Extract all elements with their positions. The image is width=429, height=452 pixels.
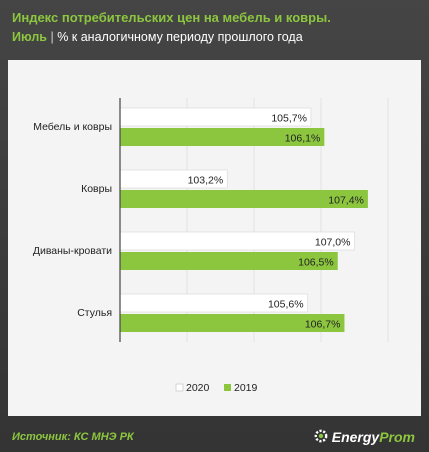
data-label: 107,4% — [328, 195, 364, 207]
bar-2019 — [120, 314, 345, 332]
subtitle-unit: % к аналогичному периоду прошлого года — [57, 30, 303, 44]
gear-icon — [314, 429, 328, 443]
category-label: Мебель и ковры — [33, 121, 112, 133]
bar-chart: Мебель и ковры 105,7% 106,1% Ковры 103,2% 107… — [33, 98, 389, 394]
data-label: 105,7% — [271, 113, 307, 125]
data-label: 106,7% — [305, 319, 341, 331]
chart-title: Индекс потребительских цен на мебель и к… — [12, 10, 331, 25]
brand-logo: EnergyProm — [313, 428, 415, 445]
data-label: 106,5% — [298, 257, 334, 269]
category-label: Стулья — [77, 307, 112, 319]
legend-swatch-2019 — [224, 384, 231, 391]
brand-name-part2: Prom — [379, 429, 415, 445]
source-note: Источник: КС МНЭ РК — [12, 431, 134, 443]
chart-subtitle: Июль | % к аналогичному периоду прошлого… — [12, 30, 303, 44]
legend-label: 2020 — [186, 382, 210, 394]
legend-swatch-2020 — [175, 383, 184, 392]
chart-panel: Мебель и ковры 105,7% 106,1% Ковры 103,2% 107… — [8, 60, 421, 416]
data-label: 106,1% — [285, 133, 321, 145]
footer: Источник: КС МНЭ РК EnergyProm — [0, 420, 429, 452]
bar-2019 — [120, 252, 338, 270]
bar-2019 — [120, 190, 368, 208]
brand-name-part1: Energy — [331, 429, 380, 445]
subtitle-separator: | — [50, 30, 54, 44]
legend-label: 2019 — [234, 382, 258, 394]
category-label: Ковры — [81, 183, 112, 195]
category-label: Диваны-кровати — [33, 245, 112, 257]
data-label: 103,2% — [188, 175, 224, 187]
data-label: 107,0% — [315, 237, 351, 249]
data-label: 105,6% — [268, 299, 304, 311]
bar-2019 — [120, 128, 325, 146]
subtitle-month: Июль — [12, 30, 47, 44]
